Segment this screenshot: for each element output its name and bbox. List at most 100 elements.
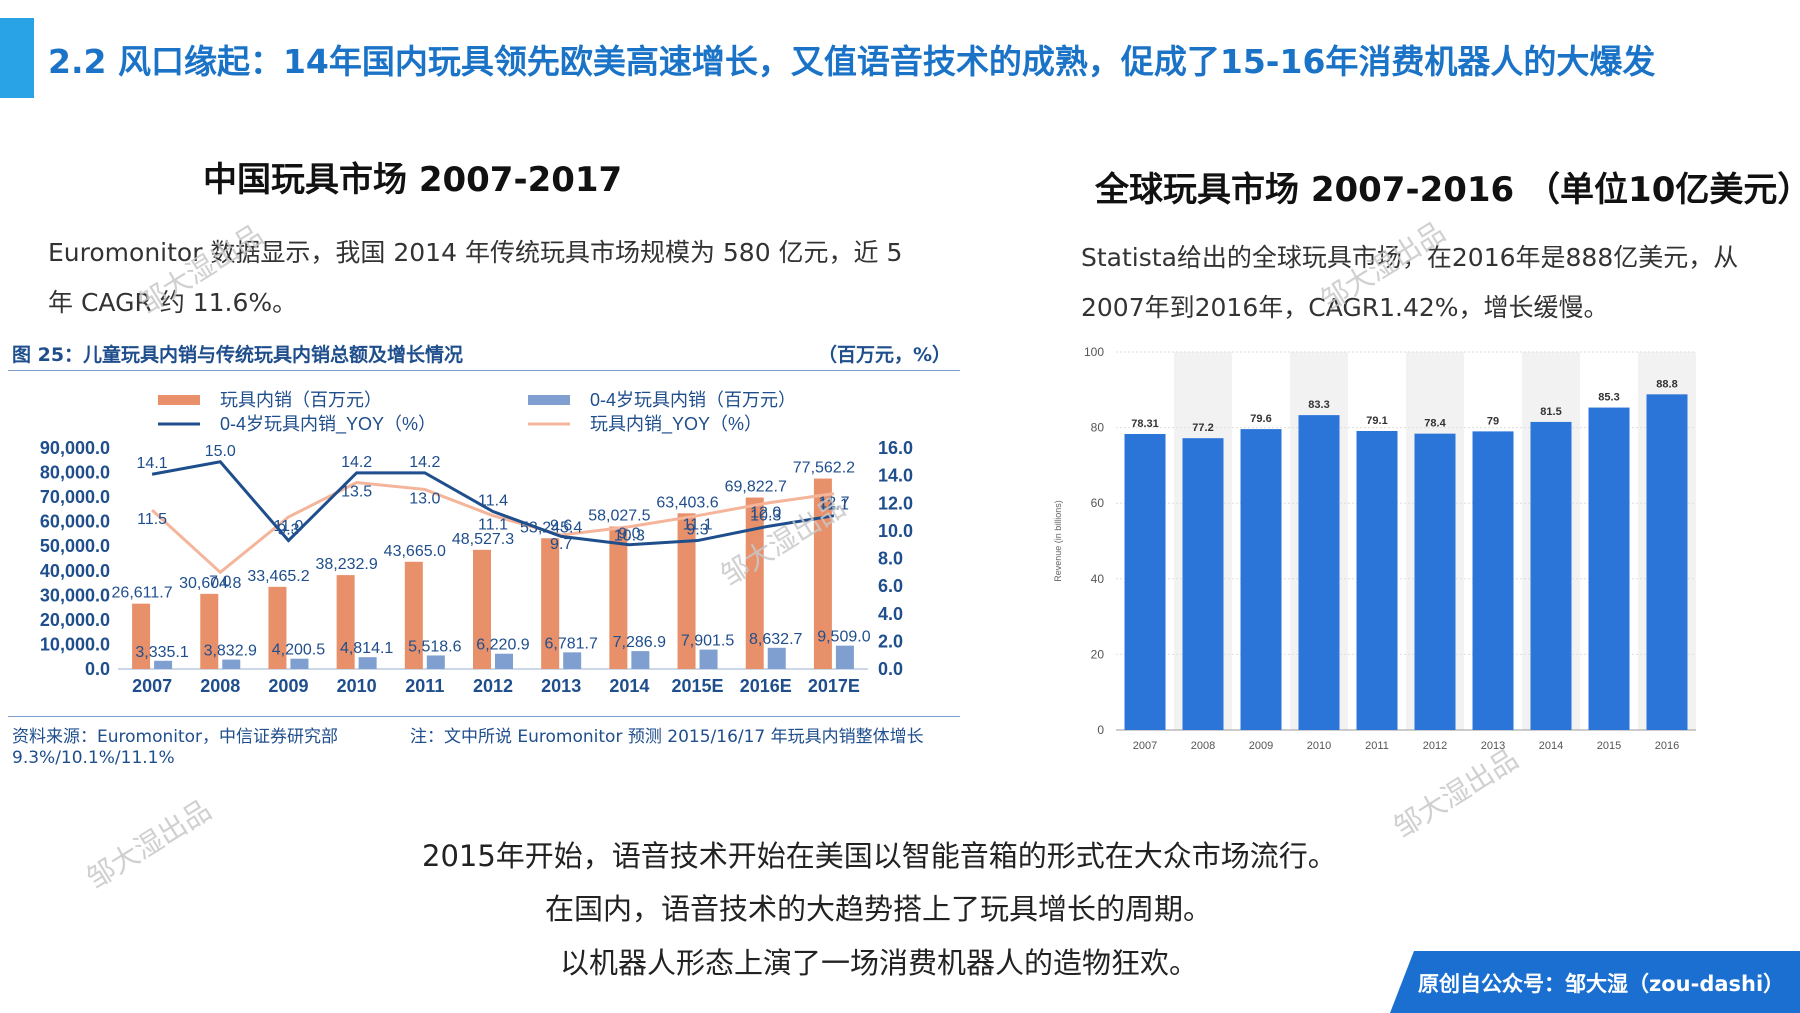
bar-toy-sales <box>200 593 219 669</box>
y-tick-label: 60 <box>1091 496 1105 510</box>
bar-value-label: 9,509.0 <box>817 629 870 646</box>
caption-divider <box>8 370 960 371</box>
line-value-label: 9.6 <box>550 517 572 534</box>
china-desc-line-2: 年 CAGR 约 11.6%。 <box>48 288 298 317</box>
x-tick-label: 2012 <box>473 676 513 696</box>
line-value-label: 11.0 <box>273 518 303 535</box>
x-tick-label: 2007 <box>1133 740 1157 752</box>
revenue-bar <box>1472 431 1514 730</box>
bar-toy-sales <box>745 497 764 669</box>
revenue-bar <box>1646 394 1688 730</box>
bar-value-label: 5,518.6 <box>408 638 461 655</box>
line-value-label: 9.3 <box>686 522 708 539</box>
bar-value-label: 79.1 <box>1366 415 1387 427</box>
global-desc-line-2: 2007年到2016年，CAGR1.42%，增长缓慢。 <box>1081 293 1609 322</box>
x-tick-label: 2010 <box>1307 740 1331 752</box>
x-tick-label: 2011 <box>405 676 444 696</box>
bar-value-label: 58,027.5 <box>588 508 650 525</box>
global-chart-bars <box>1124 394 1688 730</box>
bar-0-4-toy-sales <box>835 645 854 669</box>
bar-value-label: 85.3 <box>1598 392 1619 404</box>
figure-source: 资料来源：Euromonitor，中信证券研究部 <box>12 727 339 747</box>
x-tick-label: 2008 <box>200 676 240 696</box>
x-tick-label: 2007 <box>132 676 172 696</box>
y-right-tick-label: 0.0 <box>878 659 903 679</box>
bar-value-label: 78.31 <box>1131 418 1159 430</box>
line-value-label: 13.0 <box>409 490 440 507</box>
legend-label: 玩具内销（百万元） <box>220 390 382 410</box>
y-right-tick-label: 16.0 <box>878 438 913 458</box>
bar-value-label: 43,665.0 <box>384 543 446 560</box>
line-value-label: 10.3 <box>750 508 781 525</box>
x-tick-label: 2014 <box>609 676 649 696</box>
x-tick-label: 2010 <box>337 676 377 696</box>
bar-value-label: 79 <box>1487 415 1499 427</box>
bar-toy-sales <box>336 575 355 669</box>
legend-label: 0-4岁玩具内销_YOY（%） <box>220 414 436 435</box>
x-tick-label: 2009 <box>268 676 308 696</box>
line-value-label: 9.0 <box>618 526 640 543</box>
line-value-label: 11.1 <box>683 517 713 534</box>
y-left-tick-label: 30,000.0 <box>40 585 110 605</box>
bar-value-label: 33,465.2 <box>247 568 309 585</box>
conclusion-line-2: 在国内，语音技术的大趋势搭上了玩具增长的周期。 <box>545 892 1213 926</box>
x-tick-label: 2014 <box>1539 740 1563 752</box>
figure-caption: 图 25：儿童玩具内销与传统玩具内销总额及增长情况 <box>12 344 464 366</box>
bar-value-label: 78.4 <box>1424 418 1446 430</box>
bar-0-4-toy-sales <box>767 647 786 669</box>
china-chart-lines <box>151 460 835 575</box>
global-chart-heading: 全球玩具市场 2007-2016 （单位10亿美元） <box>1095 170 1800 210</box>
y-left-tick-label: 20,000.0 <box>40 610 110 630</box>
revenue-bar <box>1298 415 1340 730</box>
bar-value-label: 38,232.9 <box>315 556 377 573</box>
revenue-bar <box>1588 407 1630 730</box>
china-chart-axes: 0.0 10,000.0 20,000.0 30,000.0 40,000.0 50,00… <box>40 438 913 696</box>
bar-value-label: 3,832.9 <box>204 643 257 660</box>
bar-value-label: 69,822.7 <box>725 479 787 496</box>
x-tick-label: 2012 <box>1423 740 1447 752</box>
figure-note-continued: 9.3%/10.1%/11.1% <box>12 748 175 768</box>
y-tick-label: 20 <box>1091 647 1105 661</box>
bar-0-4-toy-sales <box>631 651 650 669</box>
bar-0-4-toy-sales <box>358 657 377 669</box>
legend-label: 0-4岁玩具内销（百万元） <box>590 390 796 410</box>
bar-0-4-toy-sales <box>563 652 582 669</box>
bar-value-label: 53,245.4 <box>520 519 582 536</box>
bar-0-4-toy-sales <box>154 660 173 669</box>
x-tick-label: 2017E <box>808 676 860 696</box>
global-chart-data-labels: 78.31 77.2 79.6 83.3 79.1 78.4 79 81.5 85.3 88.8 <box>1131 378 1677 434</box>
china-chart-bars <box>132 478 854 669</box>
y-tick-label: 100 <box>1084 345 1104 359</box>
bar-value-label: 3,335.1 <box>135 644 188 661</box>
x-tick-label: 2016 <box>1655 740 1679 752</box>
y-right-tick-label: 14.0 <box>878 466 913 486</box>
footer-credit: 原创自公众号：邹大湿（zou-dashi） <box>1418 972 1785 996</box>
line-value-label: 11.4 <box>478 493 508 510</box>
y-right-tick-label: 6.0 <box>878 576 903 596</box>
y-right-tick-label: 10.0 <box>878 521 913 541</box>
bar-0-4-toy-sales <box>426 655 445 669</box>
revenue-bar <box>1124 433 1166 730</box>
x-tick-label: 2008 <box>1191 740 1215 752</box>
line-value-label: 9.3 <box>277 522 299 539</box>
bar-toy-sales <box>677 513 696 669</box>
y-tick-label: 40 <box>1091 572 1105 586</box>
global-desc-line-1: Statista给出的全球玩具市场，在2016年是888亿美元，从 <box>1081 243 1739 272</box>
bar-0-4-toy-sales <box>290 658 309 669</box>
figure-note: 注：文中所说 Euromonitor 预测 2015/16/17 年玩具内销整体… <box>410 727 924 747</box>
x-tick-label: 2015E <box>672 676 724 696</box>
line-value-label: 14.1 <box>137 455 168 472</box>
bar-value-label: 26,611.7 <box>112 585 173 602</box>
bar-value-label: 8,632.7 <box>749 631 802 648</box>
line-value-label: 12.0 <box>750 504 781 521</box>
watermark: 邹大湿出品 <box>80 793 217 896</box>
china-toy-market-chart: 玩具内销（百万元） 0-4岁玩具内销（百万元） 0-4岁玩具内销_YOY（%） 玩具内… <box>40 390 913 696</box>
y-left-tick-label: 10,000.0 <box>40 634 110 654</box>
global-toy-market-chart: 0 20 40 60 80 100 Revenue (in billions) 2007 200… <box>1053 345 1696 752</box>
bar-value-label: 88.8 <box>1656 378 1677 390</box>
bar-value-label: 6,220.9 <box>476 637 529 654</box>
line-value-label: 11.1 <box>819 497 849 514</box>
y-left-tick-label: 50,000.0 <box>40 536 110 556</box>
bar-toy-sales <box>473 549 491 669</box>
y-tick-label: 80 <box>1091 421 1105 435</box>
